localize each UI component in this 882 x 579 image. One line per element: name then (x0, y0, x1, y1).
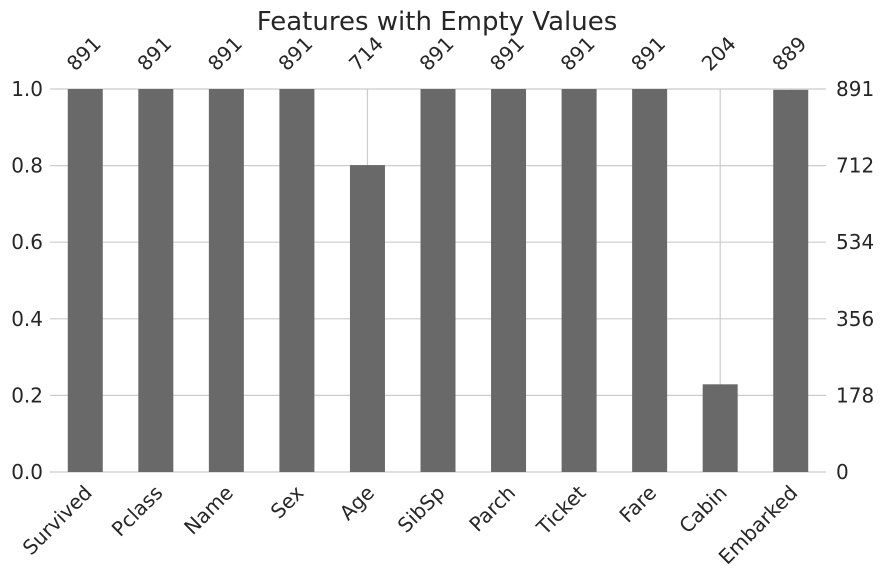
bar-embarked (773, 89, 809, 472)
chart-title: Features with Empty Values (257, 7, 618, 37)
count-label: 714 (344, 32, 388, 76)
count-label: 891 (415, 32, 459, 76)
count-label: 891 (132, 32, 176, 76)
bar-survived (67, 89, 103, 472)
bar-pclass (138, 89, 174, 472)
bar-name (208, 89, 244, 472)
count-label: 891 (485, 32, 529, 76)
y-tick-label-left: 0.6 (11, 230, 43, 254)
count-labels: 891 891 891 891 714 891 891 891 891 204 889 (62, 32, 811, 76)
y-tick-label-left: 0.0 (11, 460, 43, 484)
y-tick-label-right: 178 (836, 383, 874, 407)
x-axis: Survived Pclass Name Sex Age SibSp Parch Ticket… (18, 480, 803, 569)
y-tick-label-right: 0 (836, 460, 849, 484)
y-tick-label-left: 0.8 (11, 154, 43, 178)
x-tick-label: Pclass (107, 481, 168, 542)
y-tick-label-left: 0.2 (11, 383, 43, 407)
count-label: 891 (626, 32, 670, 76)
x-tick-label: Sex (266, 480, 309, 523)
bar-sibsp (420, 89, 456, 472)
count-label: 891 (273, 32, 317, 76)
count-label: 204 (697, 32, 741, 76)
bar-age (349, 165, 385, 472)
x-tick-label: Name (179, 481, 238, 540)
bar-cabin (702, 384, 738, 472)
y-tick-label-left: 0.4 (11, 307, 43, 331)
y-tick-label-right: 356 (836, 307, 874, 331)
y-tick-label-right: 891 (836, 77, 874, 101)
x-tick-label: Cabin (674, 481, 731, 538)
count-label: 891 (556, 32, 600, 76)
y-tick-label-right: 534 (836, 230, 874, 254)
bar-parch (491, 89, 527, 472)
count-label: 891 (203, 32, 247, 76)
x-tick-label: Age (335, 481, 379, 525)
bar-ticket (561, 89, 597, 472)
bar-sex (279, 89, 315, 472)
bars (67, 89, 809, 472)
x-tick-label: Survived (18, 481, 97, 560)
y-axis-left: 0.0 0.2 0.4 0.6 0.8 1.0 (11, 77, 43, 484)
x-tick-label: Ticket (531, 480, 591, 540)
y-axis-right: 0 178 356 534 712 891 (836, 77, 874, 484)
count-label: 891 (62, 32, 106, 76)
x-tick-label: Parch (464, 481, 520, 537)
y-tick-label-left: 1.0 (11, 77, 43, 101)
x-tick-label: Fare (614, 481, 661, 528)
y-tick-label-right: 712 (836, 154, 874, 178)
x-tick-label: SibSp (393, 481, 450, 538)
count-label: 889 (767, 32, 811, 76)
bar-fare (632, 89, 668, 472)
